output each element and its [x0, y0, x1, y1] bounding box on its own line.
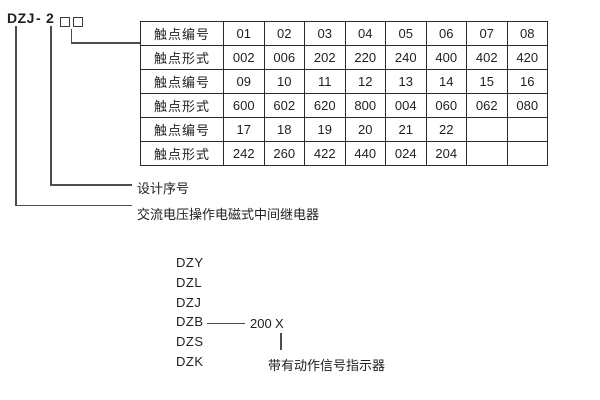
indicator-callout-vline — [280, 333, 282, 350]
value-cell: 242 — [223, 141, 265, 166]
row-label-cell: 触点形式 — [140, 93, 224, 118]
model-list-item: DZS — [176, 334, 204, 350]
row-label-cell: 触点编号 — [140, 117, 224, 142]
value-cell: 202 — [304, 45, 346, 70]
relay-description-label: 交流电压操作电磁式中间继电器 — [137, 207, 320, 222]
value-cell: 204 — [425, 141, 467, 166]
value-cell: 03 — [304, 21, 346, 46]
contact-code-box-1 — [60, 17, 70, 27]
value-cell: 440 — [344, 141, 386, 166]
table-row: 触点形式 002 006 202 220 240 400 402 420 — [140, 45, 548, 70]
dzb-suffix-text: 200 — [250, 316, 272, 331]
model-list-item: DZB — [176, 314, 204, 330]
value-cell: 17 — [223, 117, 265, 142]
table-row: 触点编号 09 10 11 12 13 14 15 16 — [140, 69, 548, 94]
serial-callout-vline — [50, 26, 52, 185]
value-cell: 402 — [466, 45, 508, 70]
value-cell: 07 — [466, 21, 508, 46]
table-row: 触点形式 600 602 620 800 004 060 062 080 — [140, 93, 548, 118]
value-cell: 22 — [425, 117, 467, 142]
model-list: DZY DZL DZJ DZB DZS DZK — [176, 253, 204, 372]
value-cell: 19 — [304, 117, 346, 142]
value-cell: 600 — [223, 93, 265, 118]
value-cell: 11 — [304, 69, 346, 94]
value-cell: 220 — [344, 45, 386, 70]
row-label-cell: 触点形式 — [140, 45, 224, 70]
value-cell: 10 — [263, 69, 305, 94]
contact-table: 触点编号 01 02 03 04 05 06 07 08 触点形式 002 006 202 220 240 4… — [140, 21, 548, 166]
dzb-branch-line — [207, 322, 245, 324]
value-cell: 06 — [425, 21, 467, 46]
model-list-item: DZY — [176, 255, 204, 270]
relay-callout-vline — [15, 26, 17, 206]
dzb-variable-text: X — [275, 316, 284, 331]
value-cell: 006 — [263, 45, 305, 70]
value-cell — [506, 117, 548, 142]
value-cell: 01 — [223, 21, 265, 46]
row-label-cell: 触点编号 — [140, 69, 224, 94]
value-cell: 16 — [506, 69, 548, 94]
model-list-item: DZJ — [176, 294, 202, 310]
model-series: 2 — [46, 10, 55, 26]
value-cell — [466, 141, 508, 166]
indicator-note-label: 带有动作信号指示器 — [268, 358, 386, 373]
value-cell: 05 — [385, 21, 427, 46]
value-cell — [466, 117, 508, 142]
model-list-item: DZK — [176, 353, 204, 369]
table-row: 触点编号 01 02 03 04 05 06 07 08 — [140, 21, 548, 46]
value-cell: 002 — [223, 45, 265, 70]
contact-code-box-2 — [73, 17, 83, 27]
relay-callout-hline — [15, 204, 132, 206]
value-cell: 060 — [425, 93, 467, 118]
value-cell: 02 — [263, 21, 305, 46]
value-cell: 004 — [385, 93, 427, 118]
box-callout-vline — [70, 29, 72, 43]
value-cell: 240 — [385, 45, 427, 70]
model-list-item: DZL — [176, 274, 203, 290]
table-row: 触点编号 17 18 19 20 21 22 — [140, 117, 548, 142]
value-cell: 024 — [385, 141, 427, 166]
value-cell: 080 — [506, 93, 548, 118]
contact-table-body: 触点编号 01 02 03 04 05 06 07 08 触点形式 002 006 202 220 240 4… — [140, 21, 548, 166]
table-row: 触点形式 242 260 422 440 024 204 — [140, 141, 548, 166]
value-cell: 21 — [385, 117, 427, 142]
row-label-cell: 触点编号 — [140, 21, 224, 46]
value-cell: 20 — [344, 117, 386, 142]
value-cell — [506, 141, 548, 166]
value-cell: 062 — [466, 93, 508, 118]
model-prefix: DZJ — [7, 10, 35, 26]
value-cell: 422 — [304, 141, 346, 166]
serial-callout-hline — [50, 184, 132, 186]
value-cell: 602 — [263, 93, 305, 118]
value-cell: 18 — [263, 117, 305, 142]
value-cell: 400 — [425, 45, 467, 70]
value-cell: 14 — [425, 69, 467, 94]
value-cell: 420 — [506, 45, 548, 70]
value-cell: 800 — [344, 93, 386, 118]
value-cell: 12 — [344, 69, 386, 94]
value-cell: 04 — [344, 21, 386, 46]
value-cell: 13 — [385, 69, 427, 94]
value-cell: 08 — [506, 21, 548, 46]
value-cell: 09 — [223, 69, 265, 94]
box-callout-hline — [70, 42, 141, 44]
value-cell: 15 — [466, 69, 508, 94]
value-cell: 620 — [304, 93, 346, 118]
value-cell: 260 — [263, 141, 305, 166]
design-serial-label: 设计序号 — [137, 181, 190, 196]
model-dash: - — [36, 10, 42, 26]
row-label-cell: 触点形式 — [140, 141, 224, 166]
